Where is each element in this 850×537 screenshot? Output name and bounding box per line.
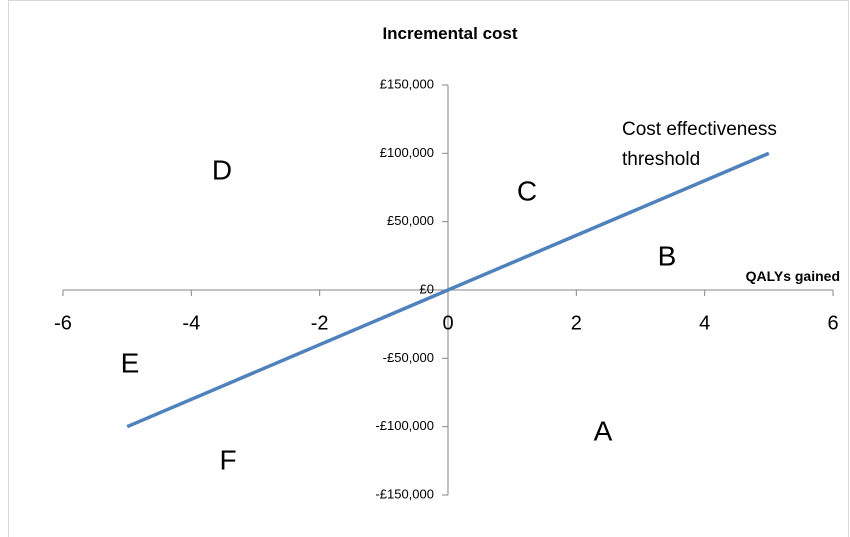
quadrant-label: F [219,444,236,475]
chart-frame [8,0,849,537]
y-tick-label: £150,000 [380,76,434,91]
x-axis-title: QALYs gained [745,268,840,284]
x-tick-label: -4 [182,312,200,334]
y-tick-label: £50,000 [387,213,434,228]
y-tick-label: -£50,000 [383,350,434,365]
quadrant-label: E [121,347,140,378]
quadrant-label: B [658,240,677,271]
y-axis-title: Incremental cost [382,24,518,43]
y-tick-label: £100,000 [380,145,434,160]
x-tick-label: 6 [827,312,838,334]
x-tick-label: -6 [54,312,72,334]
x-tick-label: 0 [442,312,453,334]
y-tick-label: £0 [420,281,434,296]
x-tick-label: 4 [699,312,710,334]
y-tick-label: -£100,000 [375,418,434,433]
x-tick-label: 2 [571,312,582,334]
y-tick-label: -£150,000 [375,486,434,501]
x-tick-label: -2 [311,312,329,334]
quadrant-label: A [594,415,613,446]
quadrant-label: D [212,154,232,185]
threshold-line [126,151,770,429]
threshold-label: Cost effectiveness threshold [622,119,777,170]
quadrant-label: C [517,175,537,206]
